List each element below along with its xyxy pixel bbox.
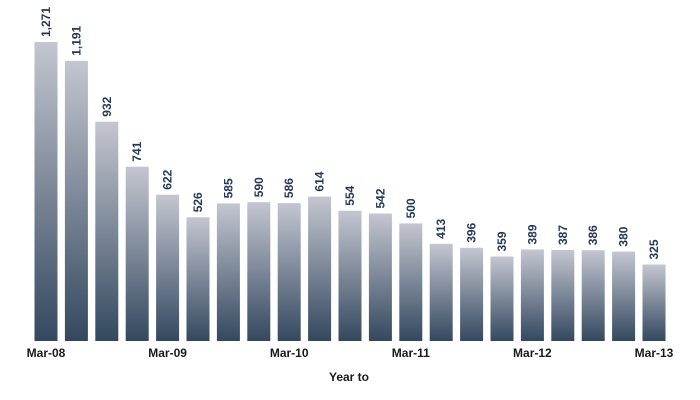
bar-15: [490, 256, 514, 341]
bar-value-label-3: 741: [130, 141, 144, 161]
x-tick-label-0: Mar-08: [27, 346, 66, 360]
bar-3: [125, 166, 149, 341]
bar-12: [399, 223, 423, 341]
bar-2: [95, 121, 119, 341]
bar-value-label-7: 590: [252, 177, 266, 197]
bar-4: [156, 194, 180, 341]
bar-7: [247, 202, 271, 341]
bar-value-label-16: 389: [525, 224, 539, 244]
bar-value-label-0: 1,271: [39, 7, 53, 37]
bar-11: [368, 213, 392, 341]
bar-value-label-9: 614: [313, 171, 327, 191]
bar-value-label-4: 622: [161, 169, 175, 189]
bar-10: [338, 210, 362, 341]
bar-value-label-10: 554: [343, 185, 357, 205]
bars: [34, 42, 666, 342]
x-tick-label-2: Mar-10: [270, 346, 309, 360]
bar-value-label-14: 396: [465, 222, 479, 242]
bar-16: [520, 249, 544, 341]
bar-13: [429, 243, 453, 341]
bar-value-label-8: 586: [282, 178, 296, 198]
bar-value-label-5: 526: [191, 192, 205, 212]
bar-5: [186, 217, 210, 341]
bar-value-label-17: 387: [556, 225, 570, 245]
bar-value-label-11: 542: [373, 188, 387, 208]
bar-value-label-2: 932: [100, 96, 114, 116]
bar-value-label-15: 359: [495, 231, 509, 251]
bar-value-label-1: 1,191: [69, 25, 83, 55]
bar-14: [460, 247, 484, 341]
bar-value-label-19: 380: [617, 226, 631, 246]
x-axis-tick-labels: Mar-08 Mar-09 Mar-10 Mar-11 Mar-12 Mar-13: [27, 346, 674, 360]
bar-1: [64, 60, 88, 342]
bar-value-label-18: 386: [586, 225, 600, 245]
bar-value-label-13: 413: [434, 218, 448, 238]
bar-18: [581, 250, 605, 341]
bar-value-label-20: 325: [647, 239, 661, 259]
bar-17: [551, 250, 575, 341]
x-tick-label-1: Mar-09: [148, 346, 187, 360]
bar-9: [308, 196, 332, 341]
bar-value-label-12: 500: [404, 198, 418, 218]
bar-20: [642, 264, 666, 341]
bar-8: [277, 203, 301, 341]
x-tick-label-4: Mar-12: [513, 346, 552, 360]
bar-value-labels: 1,271 1,191 932 741 622 526 585 590 586 614 554 542…: [39, 7, 661, 260]
bar-6: [216, 203, 240, 341]
x-tick-label-5: Mar-13: [635, 346, 674, 360]
bar-0: [34, 42, 58, 341]
bar-value-label-6: 585: [221, 178, 235, 198]
x-axis-title: Year to: [329, 370, 369, 384]
x-tick-label-3: Mar-11: [392, 346, 430, 360]
bar-19: [612, 251, 636, 341]
